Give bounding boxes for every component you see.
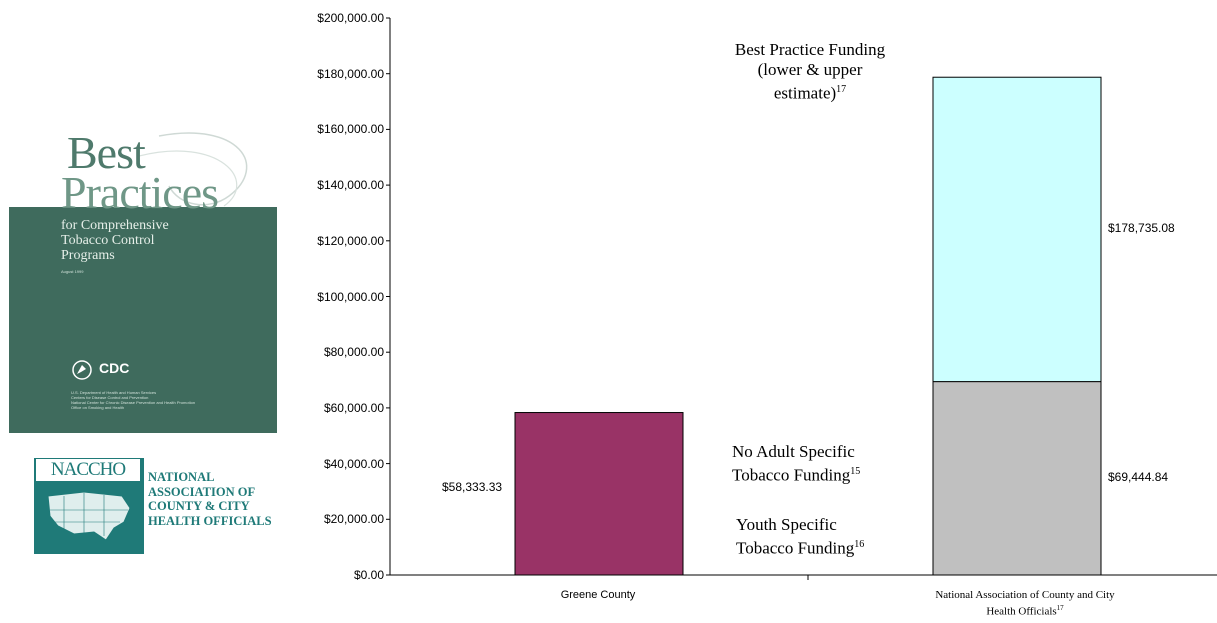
naccho-line-1: NATIONAL [148, 470, 215, 484]
annotation-best-practice-line3: estimate)17 [690, 80, 930, 104]
y-tick-label: $180,000.00 [317, 66, 384, 81]
annotation-youth-line2: Tobacco Funding16 [736, 535, 864, 559]
annotation-best-practice-line1: Best Practice Funding [734, 40, 886, 59]
us-map-icon [47, 491, 131, 541]
annotation-no-adult-sup: 15 [850, 466, 861, 477]
y-tick-label: $200,000.00 [317, 11, 384, 25]
annotation-best-practice-line2: (lower & upper [757, 60, 863, 79]
annotation-best-practice: Best Practice Funding (lower & upper est… [690, 40, 930, 104]
cover-title-line1: Best [67, 127, 146, 178]
y-tick-label: $120,000.00 [317, 233, 384, 248]
cover-subtitle-2: Tobacco Control [61, 233, 155, 248]
y-tick-label: $100,000.00 [317, 289, 384, 304]
naccho-logo: NACCHO [34, 458, 144, 554]
value-label-greene: $58,333.33 [442, 480, 503, 494]
y-tick-label: $60,000.00 [323, 400, 384, 415]
y-tick-label: $140,000.00 [317, 178, 384, 193]
annotation-no-adult-line2: Tobacco Funding15 [732, 462, 860, 486]
y-tick-label: $80,000.00 [323, 345, 384, 360]
cover-subtitle-1: for Comprehensive [61, 218, 169, 233]
annotation-youth-line2-text: Tobacco Funding [736, 538, 855, 558]
category-label-naccho: National Association of County and City … [925, 589, 1125, 619]
naccho-name: NATIONAL ASSOCIATION OF COUNTY & CITY HE… [148, 470, 272, 528]
cover-fine-print-3: National Center for Chronic Disease Prev… [71, 400, 196, 405]
category-label-naccho-text: National Association of County and City … [935, 589, 1115, 618]
bar-naccho-lower [932, 381, 1102, 576]
hhs-eagle-icon [72, 360, 92, 380]
cover-subtitle-3: Programs [61, 248, 115, 263]
cover-fine-print-2: Centers for Disease Control and Preventi… [71, 395, 149, 400]
naccho-line-4: HEALTH OFFICIALS [148, 513, 272, 528]
naccho-acronym: NACCHO [36, 459, 140, 481]
annotation-no-adult: No Adult Specific Tobacco Funding15 [732, 442, 860, 486]
category-label-naccho-sup: 17 [1056, 604, 1064, 612]
naccho-line-2: ASSOCIATION OF [148, 484, 256, 499]
bar-greene-county [514, 412, 684, 576]
naccho-line-3: COUNTY & CITY [148, 499, 250, 513]
annotation-youth-line1: Youth Specific [736, 515, 837, 534]
y-tick-label: $40,000.00 [323, 456, 384, 471]
cover-title-line2: Practices [61, 167, 219, 218]
category-label-greene: Greene County [560, 589, 636, 601]
bar-naccho-upper [932, 76, 1102, 383]
cover-date: August 1999 [61, 269, 84, 274]
cdc-logo-text: CDC [99, 360, 130, 376]
value-label-upper: $178,735.08 [1108, 221, 1175, 235]
y-tick-label: $0.00 [353, 568, 384, 582]
best-practices-cover: Best Practices for Comprehensive Tobacco… [9, 126, 277, 433]
cover-fine-print-4: Office on Smoking and Health [71, 405, 125, 410]
cover-green-panel [9, 207, 277, 433]
annotation-youth-sup: 16 [854, 539, 865, 550]
annotation-no-adult-line2-text: Tobacco Funding [732, 465, 851, 485]
annotation-youth: Youth Specific Tobacco Funding16 [736, 515, 864, 559]
annotation-best-practice-sup: 17 [836, 84, 847, 95]
swirl-decoration-icon [138, 132, 248, 207]
annotation-no-adult-line1: No Adult Specific [732, 442, 855, 461]
value-label-lower: $69,444.84 [1108, 470, 1169, 484]
annotation-best-practice-line3-text: estimate) [773, 83, 837, 103]
y-tick-label: $20,000.00 [323, 512, 384, 527]
y-tick-label: $160,000.00 [317, 122, 384, 137]
cover-fine-print-1: U.S. Department of Health and Human Serv… [71, 390, 157, 395]
